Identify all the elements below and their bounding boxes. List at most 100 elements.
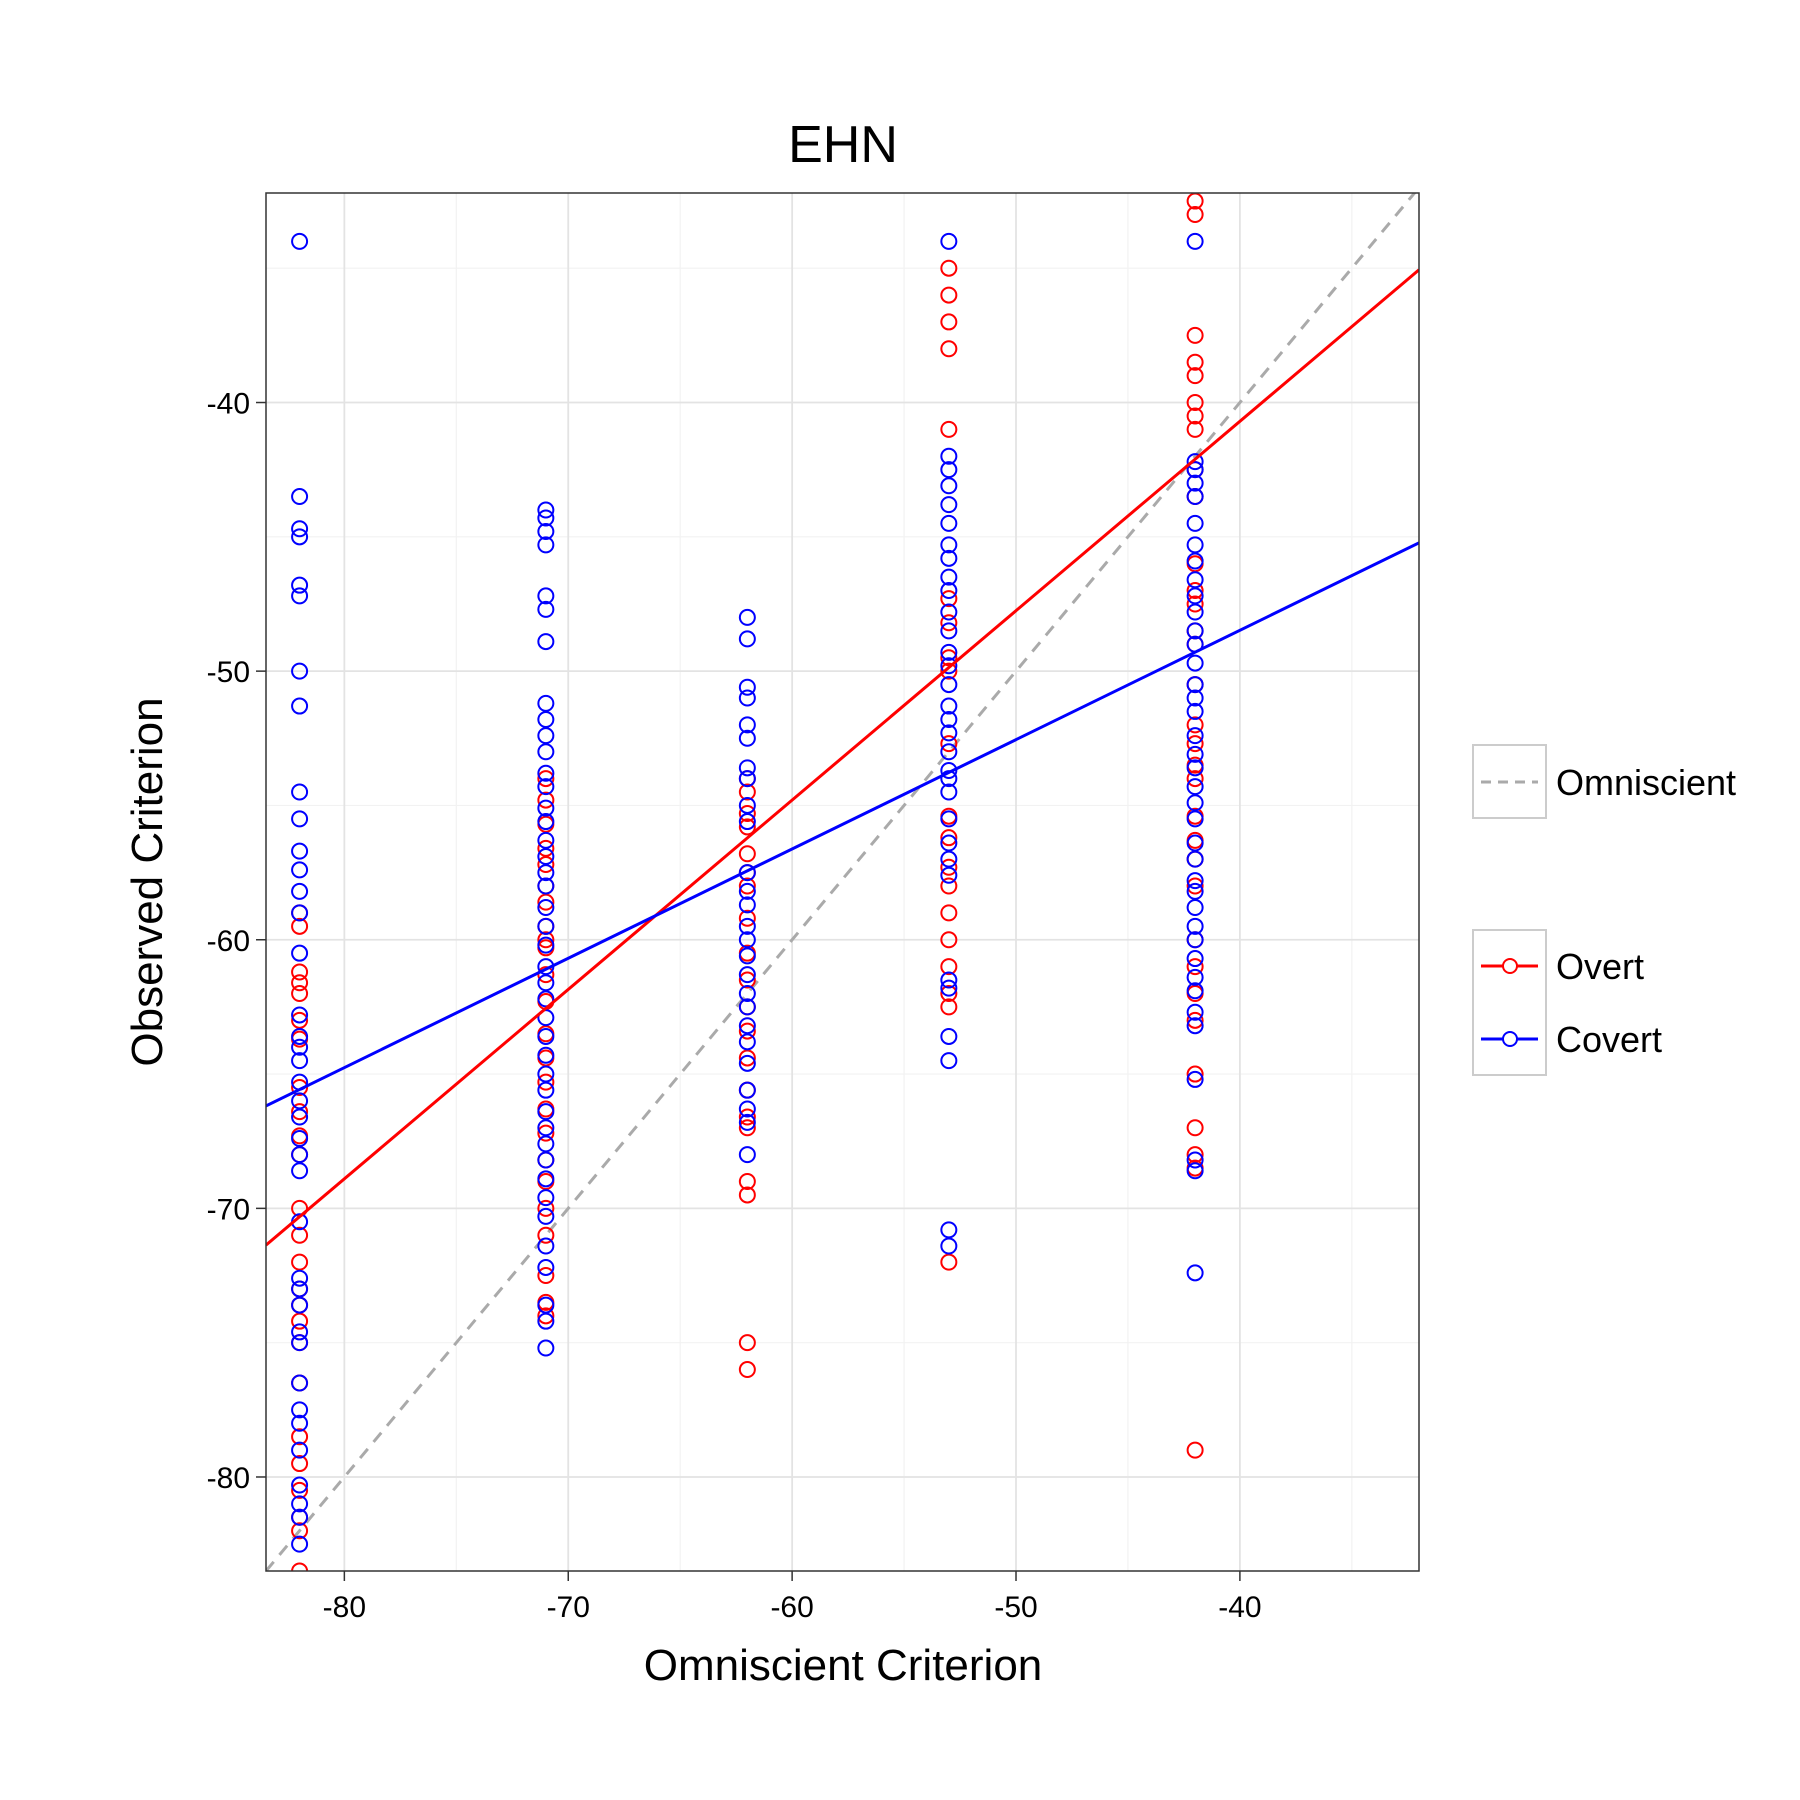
covert-point (940, 643, 958, 661)
covert-point (1186, 727, 1204, 745)
y-axis-title: Observed Criterion (123, 697, 172, 1066)
overt-point (940, 649, 958, 667)
overt-point (1186, 1119, 1204, 1137)
overt-point (738, 1186, 756, 1204)
covert-point (537, 522, 555, 540)
covert-point (537, 1312, 555, 1330)
covert-point (940, 568, 958, 586)
covert-point (940, 676, 958, 694)
legend-reference: Omniscient (1472, 744, 1736, 819)
covert-point (738, 608, 756, 626)
covert-point (291, 1401, 309, 1419)
legend-reference-box (1472, 744, 1547, 819)
overt-point (940, 590, 958, 608)
covert-point (291, 1441, 309, 1459)
overt-point (1186, 1146, 1204, 1164)
covert-point (537, 1151, 555, 1169)
covert-point (537, 990, 555, 1008)
covert-point (537, 1189, 555, 1207)
covert-point (291, 842, 309, 860)
overt-point (940, 829, 958, 847)
overt-point (1186, 1441, 1204, 1459)
overt-point (537, 1307, 555, 1325)
legend-label-covert: Covert (1556, 1019, 1662, 1060)
covert-point (1186, 1162, 1204, 1180)
covert-point (537, 936, 555, 954)
covert-point (1186, 689, 1204, 707)
overt-point (291, 1103, 309, 1121)
covert-point (940, 514, 958, 532)
covert-point (1186, 759, 1204, 777)
overt-point (291, 1428, 309, 1446)
covert-point (537, 1081, 555, 1099)
covert-point (1186, 488, 1204, 506)
covert-point (738, 984, 756, 1002)
covert-point (537, 1135, 555, 1153)
covert-point (537, 974, 555, 992)
covert-point (537, 501, 555, 519)
legend-series: Overt Covert (1472, 929, 1662, 1076)
overt-point (940, 313, 958, 331)
covert-point (1186, 850, 1204, 868)
overt-point (1186, 1065, 1204, 1083)
covert-point (1186, 552, 1204, 570)
plot-border (265, 192, 1420, 1572)
covert-point (738, 1054, 756, 1072)
x-tick-label: -40 (1218, 1591, 1261, 1624)
covert-point (738, 630, 756, 648)
overt-point (738, 877, 756, 895)
covert-point (1186, 453, 1204, 471)
overt-point (940, 1253, 958, 1271)
covert-point (1186, 745, 1204, 763)
covert-point (291, 861, 309, 879)
y-axis-ticks: -80 -70 -60 -50 -40 (207, 388, 266, 1495)
covert-point (738, 813, 756, 831)
covert-point (738, 864, 756, 882)
overt-point (291, 1455, 309, 1473)
overt-point (291, 1011, 309, 1029)
covert-point (537, 831, 555, 849)
covert-point (940, 710, 958, 728)
overt-point (291, 1078, 309, 1096)
omniscient-reference-line (266, 193, 1417, 1571)
overt-point (738, 909, 756, 927)
covert-point (537, 917, 555, 935)
covert-point (291, 488, 309, 506)
covert-point (537, 710, 555, 728)
covert-point (1186, 968, 1204, 986)
covert-point (1186, 232, 1204, 250)
covert-point (291, 1476, 309, 1494)
covert-point (1186, 702, 1204, 720)
covert-point (291, 1296, 309, 1314)
covert-point (738, 1033, 756, 1051)
overt-point (1186, 367, 1204, 385)
covert-point (738, 896, 756, 914)
overt-point (291, 1562, 309, 1571)
legend-key-covert-point (1502, 1031, 1518, 1047)
x-tick-label: -60 (770, 1591, 813, 1624)
covert-point (940, 850, 958, 868)
covert-point (291, 1535, 309, 1553)
overt-point (738, 1049, 756, 1067)
covert-point (537, 1119, 555, 1137)
overt-point (537, 966, 555, 984)
covert-point (291, 1374, 309, 1392)
overt-point (940, 340, 958, 358)
legend-label-overt: Overt (1556, 946, 1644, 987)
covert-point (1186, 794, 1204, 812)
covert-point (940, 657, 958, 675)
covert-point (940, 232, 958, 250)
covert-fit-line (266, 541, 1419, 1108)
x-axis-ticks: -80 -70 -60 -50 -40 (323, 1571, 1262, 1624)
covert-point (940, 622, 958, 640)
covert-point (940, 536, 958, 554)
overt-point (537, 1073, 555, 1091)
x-axis-title: Omniscient Criterion (644, 1641, 1043, 1690)
covert-point (537, 587, 555, 605)
covert-point (940, 979, 958, 997)
covert-point (291, 1269, 309, 1287)
overt-point (738, 1022, 756, 1040)
covert-point (537, 1065, 555, 1083)
covert-point (738, 882, 756, 900)
